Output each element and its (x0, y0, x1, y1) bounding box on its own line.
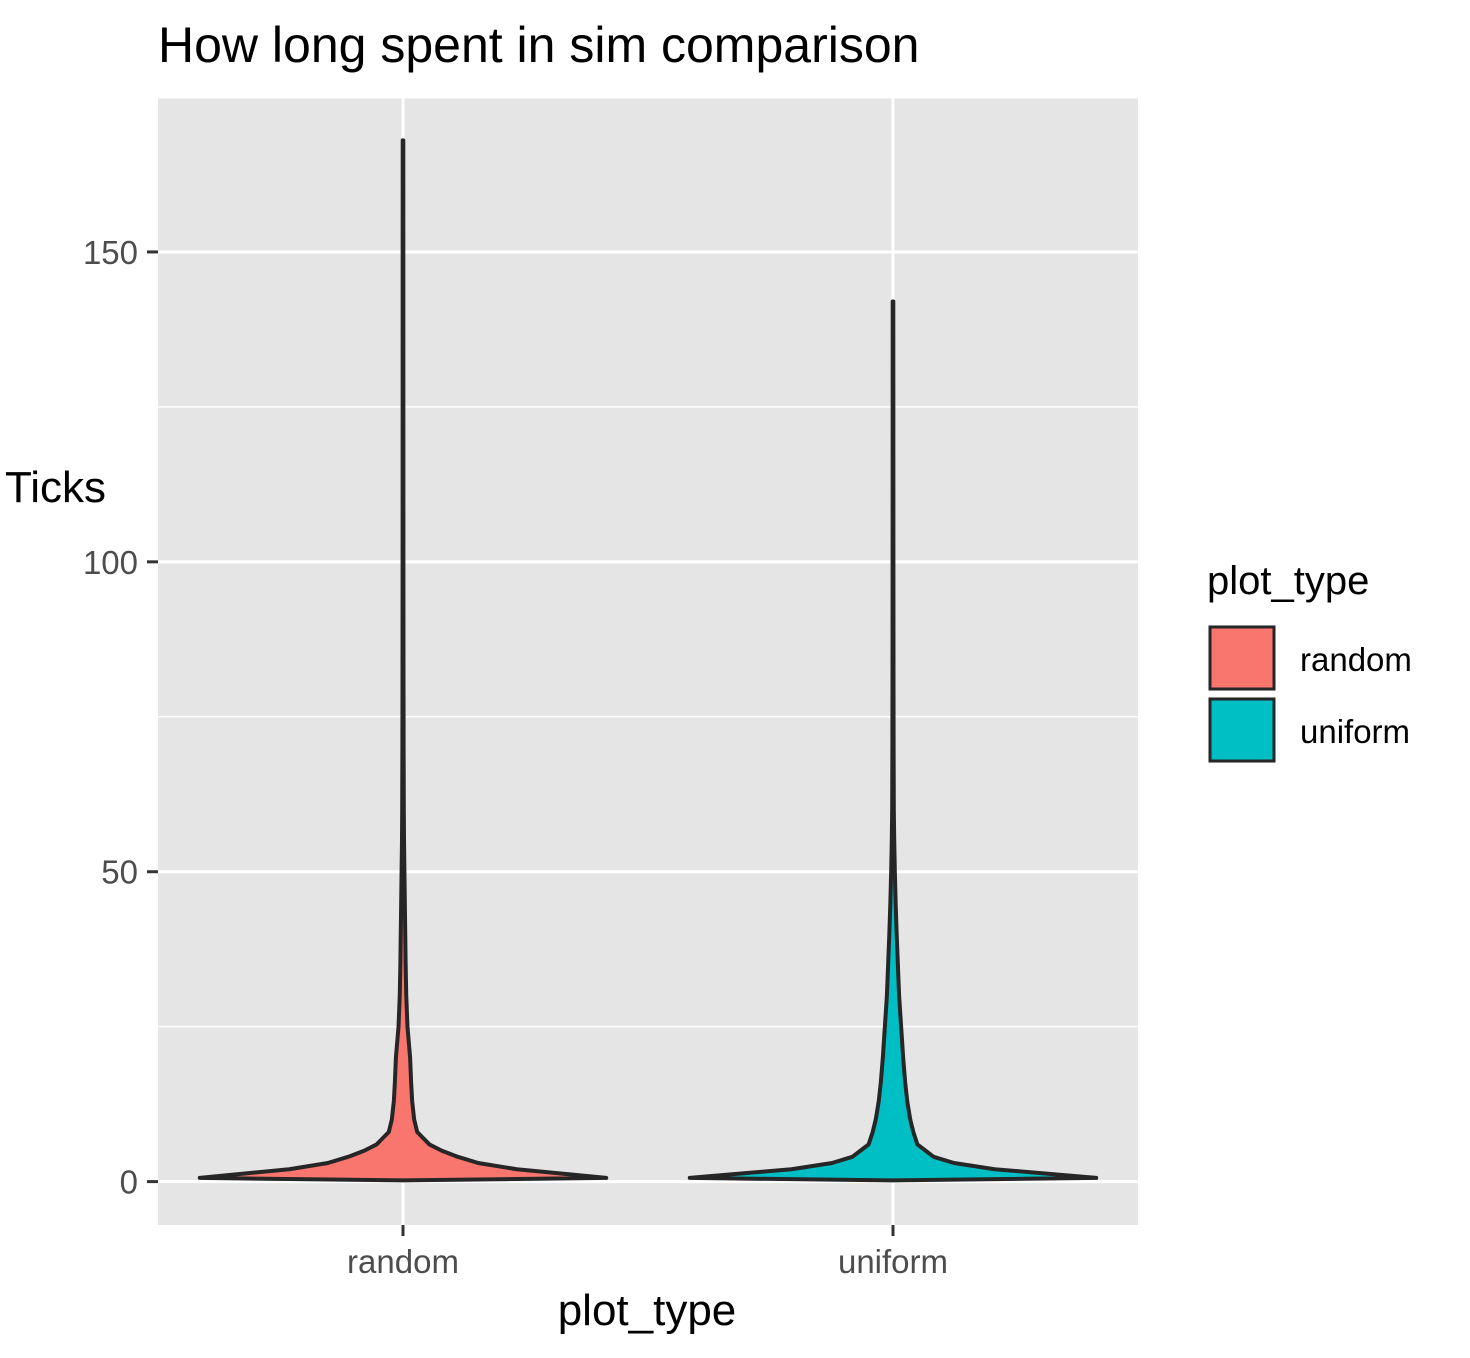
y-tick-label: 150 (83, 234, 138, 271)
legend: plot_type random uniform (1207, 559, 1412, 763)
violin-random (197, 138, 609, 1183)
chart-title: How long spent in sim comparison (158, 17, 919, 73)
legend-title: plot_type (1207, 559, 1369, 603)
minor-gridlines (158, 406, 1138, 1028)
y-axis-title: Ticks (5, 463, 106, 512)
y-axis: 0 50 100 150 (83, 234, 158, 1201)
plot-panel (158, 97, 1138, 1225)
violin-uniform (687, 299, 1099, 1183)
legend-swatch-uniform (1208, 697, 1276, 763)
x-tick-label: uniform (838, 1243, 948, 1280)
x-tick-label: random (347, 1243, 459, 1280)
legend-swatch-random (1208, 625, 1276, 691)
x-axis-title: plot_type (558, 1286, 737, 1335)
legend-label-random: random (1300, 641, 1412, 678)
legend-label-uniform: uniform (1300, 713, 1410, 750)
y-tick-label: 50 (101, 854, 138, 891)
y-tick-label: 0 (120, 1164, 138, 1201)
y-tick-label: 100 (83, 544, 138, 581)
violin-layer (197, 138, 1099, 1183)
x-axis: random uniform (347, 1225, 948, 1280)
